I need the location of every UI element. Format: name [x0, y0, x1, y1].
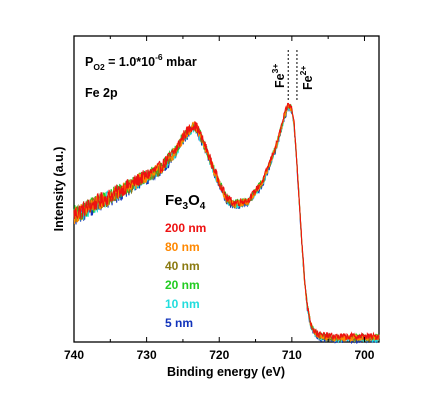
fe2-base: Fe	[301, 75, 315, 90]
x-tick-label: 730	[137, 348, 157, 362]
fe3-base: Fe	[273, 73, 287, 88]
pressure-annotation: PO2 = 1.0*10-6 mbar	[85, 52, 197, 72]
edge-label: Fe 2p	[85, 86, 118, 100]
legend: 200 nm 80 nm 40 nm 20 nm 10 nm 5 nm	[165, 221, 206, 330]
series-line-5-nm	[73, 106, 380, 345]
pressure-exponent: -6	[155, 52, 163, 62]
series-line-10-nm	[73, 103, 380, 344]
plot-frame	[73, 35, 380, 343]
legend-title-sub1: 3	[183, 201, 189, 212]
legend-entry: 200 nm	[165, 221, 206, 235]
legend-entry: 80 nm	[165, 240, 200, 254]
pressure-base: P	[85, 55, 93, 69]
legend-title-sub2: 4	[200, 201, 206, 212]
legend-title-fe: Fe	[165, 192, 183, 209]
legend-title: Fe3O4	[165, 192, 206, 212]
x-tick-label: 720	[209, 348, 229, 362]
pressure-unit: mbar	[163, 55, 197, 69]
legend-title-o: O	[188, 192, 200, 209]
legend-entry: 20 nm	[165, 278, 200, 292]
legend-entry: 5 nm	[165, 316, 193, 330]
x-tick-label: 700	[354, 348, 374, 362]
legend-entry: 10 nm	[165, 297, 200, 311]
pressure-equals: = 1.0*10	[105, 55, 155, 69]
fe3-label: Fe3+	[270, 64, 287, 88]
pressure-subscript: O2	[93, 62, 105, 72]
x-tick-label: 710	[282, 348, 302, 362]
fe2-label: Fe2+	[298, 66, 315, 90]
x-tick-label: 740	[64, 348, 84, 362]
legend-entry: 40 nm	[165, 259, 200, 273]
series-line-80-nm	[73, 103, 380, 343]
series-layer	[73, 102, 380, 345]
fe2-superscript: 2+	[298, 66, 308, 76]
tick-layer: 740 730 720 710 700	[64, 36, 375, 362]
x-axis-label: Binding energy (eV)	[167, 365, 285, 379]
y-axis-label: Intensity (a.u.)	[52, 147, 66, 232]
series-line-200-nm	[73, 102, 380, 342]
fe3-superscript: 3+	[270, 64, 280, 74]
series-line-40-nm	[73, 103, 380, 343]
series-line-20-nm	[73, 104, 380, 342]
